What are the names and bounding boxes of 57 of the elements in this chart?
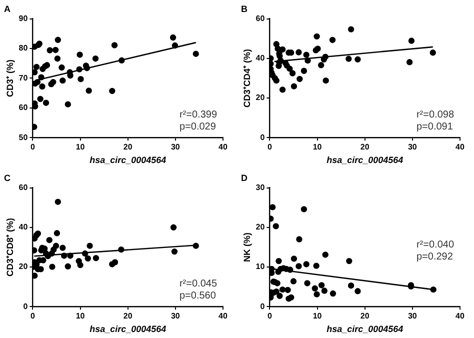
y-tick-label: 50 xyxy=(18,132,28,142)
chart-title: C xyxy=(4,172,11,183)
x-tick-label: 0 xyxy=(267,142,272,152)
x-tick-label: 10 xyxy=(312,312,322,321)
x-tick-label: 40 xyxy=(456,142,465,152)
y-tick-label: 30 xyxy=(256,183,266,192)
y-tick-label: 60 xyxy=(18,103,28,112)
y-tick-label: 80 xyxy=(18,44,28,53)
x-tick-label: 10 xyxy=(312,142,322,152)
y-tick-label: 70 xyxy=(18,73,28,82)
x-axis-title: hsa_circ_0004564 xyxy=(90,324,166,334)
annotation: r²=0.040 xyxy=(416,240,454,251)
x-tick-label: 0 xyxy=(30,312,36,321)
x-tick-label: 10 xyxy=(76,142,86,152)
y-axis-title: CD3⁺ (%) xyxy=(4,59,15,97)
x-tick-label: 10 xyxy=(76,312,86,321)
y-tick-label: 10 xyxy=(256,262,266,272)
x-tick-label: 40 xyxy=(456,312,465,321)
y-tick-label: 0 xyxy=(23,302,28,311)
x-tick-label: 0 xyxy=(30,142,36,152)
x-axis-title: hsa_circ_0004564 xyxy=(326,155,404,166)
x-tick-label: 30 xyxy=(170,142,180,152)
annotation: p=0.560 xyxy=(179,290,216,302)
x-tick-label: 30 xyxy=(408,142,418,152)
y-tick-label: 60 xyxy=(18,183,28,192)
y-tick-label: 20 xyxy=(256,222,266,232)
y-tick-label: 40 xyxy=(18,222,28,232)
x-tick-label: 40 xyxy=(218,312,228,321)
x-tick-label: 30 xyxy=(408,312,418,321)
y-axis-title: CD3⁺CD4⁺ (%) xyxy=(242,48,252,108)
y-tick-label: 20 xyxy=(18,262,28,272)
chart-title: D xyxy=(241,172,248,183)
y-tick-label: 20 xyxy=(256,93,266,102)
chart-title: B xyxy=(241,4,248,14)
x-tick-label: 30 xyxy=(170,312,180,321)
y-axis-title: NK (%) xyxy=(242,232,252,262)
annotation: r²=0.045 xyxy=(179,278,218,290)
annotation: p=0.091 xyxy=(416,122,454,133)
y-tick-label: 40 xyxy=(256,54,266,63)
x-tick-label: 20 xyxy=(360,312,370,321)
annotation: p=0.029 xyxy=(179,122,216,133)
annotation: p=0.292 xyxy=(416,252,454,263)
y-tick-label: 60 xyxy=(256,14,266,24)
x-tick-label: 20 xyxy=(123,142,133,152)
x-axis-title: hsa_circ_0004564 xyxy=(90,155,166,166)
annotation: r²=0.399 xyxy=(179,110,218,121)
chart-title: A xyxy=(4,4,11,14)
x-tick-label: 40 xyxy=(218,142,228,152)
y-tick-label: 0 xyxy=(260,302,266,311)
y-axis-title: CD3⁺CD8⁺ (%) xyxy=(4,218,15,276)
x-tick-label: 20 xyxy=(123,312,133,321)
x-axis-title: hsa_circ_0004564 xyxy=(326,324,404,334)
annotation: r²=0.098 xyxy=(416,110,454,121)
x-tick-label: 20 xyxy=(360,142,370,152)
y-tick-label: 90 xyxy=(18,14,28,24)
y-tick-label: 0 xyxy=(260,132,266,142)
x-tick-label: 0 xyxy=(267,312,272,321)
